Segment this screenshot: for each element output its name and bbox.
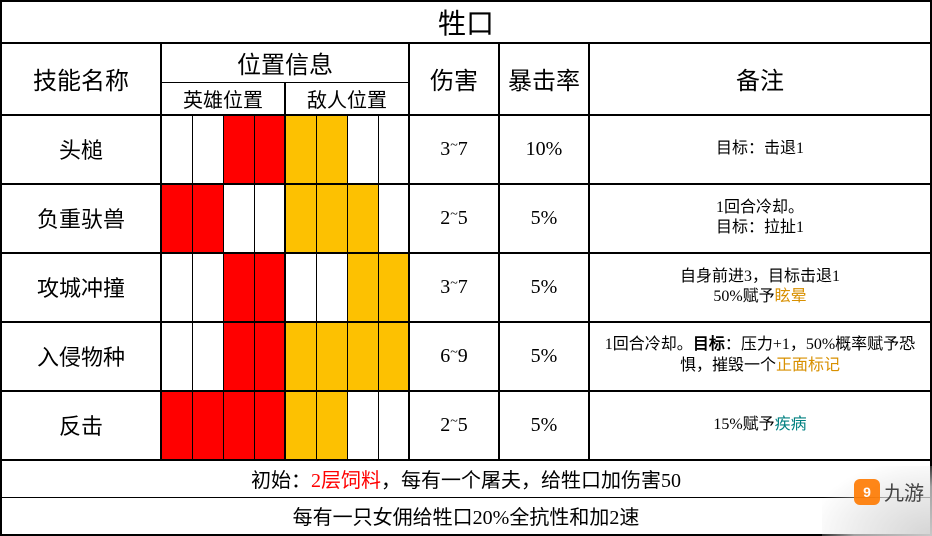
- skill-name: 头槌: [1, 115, 161, 184]
- col-crit: 暴击率: [499, 43, 589, 115]
- enemy-pos-cell: [316, 184, 347, 253]
- hero-pos-cell: [223, 391, 254, 460]
- col-heropos: 英雄位置: [161, 82, 285, 115]
- damage-cell: 3~7: [409, 115, 499, 184]
- enemy-pos-cell: [316, 322, 347, 391]
- hero-pos-cell: [223, 115, 254, 184]
- hero-pos-cell: [254, 115, 285, 184]
- hero-pos-cell: [223, 253, 254, 322]
- hero-pos-cell: [192, 253, 223, 322]
- footer-line-1: 初始：2层饲料，每有一个屠夫，给牲口加伤害50: [1, 460, 931, 498]
- watermark: 9 九游: [854, 477, 924, 506]
- notes-cell: 15%赋予疾病: [589, 391, 931, 460]
- enemy-pos-cell: [378, 322, 409, 391]
- notes-cell: 1回合冷却。目标：拉扯1: [589, 184, 931, 253]
- col-enemypos: 敌人位置: [285, 82, 409, 115]
- hero-pos-cell: [161, 115, 192, 184]
- enemy-pos-cell: [378, 115, 409, 184]
- footer-line-2: 每有一只女佣给牲口20%全抗性和加2速: [1, 497, 931, 535]
- crit-cell: 5%: [499, 391, 589, 460]
- enemy-pos-cell: [285, 115, 316, 184]
- col-damage: 伤害: [409, 43, 499, 115]
- hero-pos-cell: [192, 391, 223, 460]
- hero-pos-cell: [254, 253, 285, 322]
- crit-cell: 10%: [499, 115, 589, 184]
- damage-cell: 2~5: [409, 184, 499, 253]
- crit-cell: 5%: [499, 253, 589, 322]
- crit-cell: 5%: [499, 322, 589, 391]
- hero-pos-cell: [192, 115, 223, 184]
- notes-cell: 1回合冷却。目标：压力+1，50%概率赋予恐惧，摧毁一个正面标记: [589, 322, 931, 391]
- notes-cell: 目标：击退1: [589, 115, 931, 184]
- enemy-pos-cell: [285, 253, 316, 322]
- crit-cell: 5%: [499, 184, 589, 253]
- hero-pos-cell: [192, 322, 223, 391]
- skill-name: 反击: [1, 391, 161, 460]
- damage-cell: 3~7: [409, 253, 499, 322]
- enemy-pos-cell: [347, 184, 378, 253]
- hero-pos-cell: [223, 322, 254, 391]
- enemy-pos-cell: [285, 322, 316, 391]
- skill-name: 负重驮兽: [1, 184, 161, 253]
- skill-table: 牲口 技能名称 位置信息 伤害 暴击率 备注 英雄位置 敌人位置 头槌 3~710…: [0, 0, 932, 536]
- enemy-pos-cell: [347, 322, 378, 391]
- hero-pos-cell: [254, 184, 285, 253]
- damage-cell: 6~9: [409, 322, 499, 391]
- col-posinfo: 位置信息: [161, 43, 409, 82]
- hero-pos-cell: [254, 322, 285, 391]
- enemy-pos-cell: [316, 391, 347, 460]
- hero-pos-cell: [254, 391, 285, 460]
- enemy-pos-cell: [347, 115, 378, 184]
- enemy-pos-cell: [378, 184, 409, 253]
- enemy-pos-cell: [347, 391, 378, 460]
- enemy-pos-cell: [285, 184, 316, 253]
- hero-pos-cell: [161, 184, 192, 253]
- enemy-pos-cell: [316, 253, 347, 322]
- enemy-pos-cell: [378, 391, 409, 460]
- table-title: 牲口: [1, 1, 931, 43]
- hero-pos-cell: [192, 184, 223, 253]
- hero-pos-cell: [161, 322, 192, 391]
- col-skill: 技能名称: [1, 43, 161, 115]
- hero-pos-cell: [161, 253, 192, 322]
- enemy-pos-cell: [378, 253, 409, 322]
- watermark-text: 九游: [884, 477, 924, 506]
- skill-name: 攻城冲撞: [1, 253, 161, 322]
- col-notes: 备注: [589, 43, 931, 115]
- enemy-pos-cell: [316, 115, 347, 184]
- skill-name: 入侵物种: [1, 322, 161, 391]
- enemy-pos-cell: [347, 253, 378, 322]
- notes-cell: 自身前进3，目标击退150%赋予眩晕: [589, 253, 931, 322]
- watermark-icon: 9: [854, 479, 880, 505]
- enemy-pos-cell: [285, 391, 316, 460]
- hero-pos-cell: [223, 184, 254, 253]
- damage-cell: 2~5: [409, 391, 499, 460]
- hero-pos-cell: [161, 391, 192, 460]
